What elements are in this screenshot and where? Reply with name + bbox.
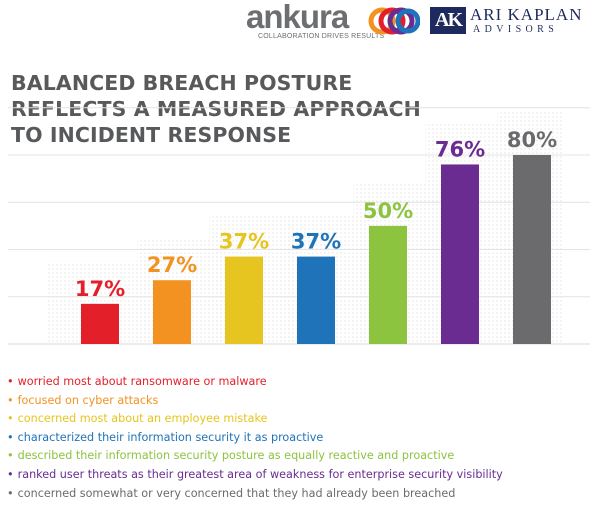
legend-item: ranked user threats as their greatest ar… — [7, 466, 503, 485]
bar-2 — [153, 280, 191, 344]
legend-item: worried most about ransomware or malware — [7, 373, 503, 392]
bar-value-label: 50% — [363, 199, 413, 223]
bar-value-label: 37% — [219, 230, 269, 254]
ankura-logo-tagline: COLLABORATION DRIVES RESULTS — [258, 33, 385, 40]
bar-4 — [297, 256, 335, 344]
ari-kaplan-logo-name: ARI KAPLAN — [470, 5, 583, 24]
ankura-logo-wordmark: ankura — [246, 0, 349, 35]
bar-3 — [225, 256, 263, 344]
legend-item: described their information security pos… — [7, 447, 503, 466]
legend-item: focused on cyber attacks — [7, 392, 503, 411]
bar-value-label: 27% — [147, 253, 197, 277]
chart-legend: worried most about ransomware or malware… — [7, 373, 503, 503]
bar-value-label: 37% — [291, 230, 341, 254]
bar-6 — [441, 164, 479, 344]
ari-kaplan-logo-mark: AK — [430, 7, 466, 34]
bar-5 — [369, 225, 407, 344]
bar-7 — [513, 155, 551, 344]
bar-value-label: 76% — [435, 137, 485, 161]
bar-value-label: 80% — [507, 128, 557, 152]
bar-1 — [81, 303, 119, 344]
bar-value-label: 17% — [75, 277, 125, 301]
legend-item: concerned most about an employee mistake — [7, 410, 503, 429]
legend-item: concerned somewhat or very concerned tha… — [7, 485, 503, 504]
logos-header: ankura COLLABORATION DRIVES RESULTS AK A… — [246, 0, 596, 44]
ari-kaplan-logo-subtitle: ADVISORS — [473, 24, 559, 35]
chart-title: BALANCED BREACH POSTURE REFLECTS A MEASU… — [11, 71, 421, 147]
ankura-rings-icon — [368, 7, 420, 35]
legend-item: characterized their information security… — [7, 429, 503, 448]
